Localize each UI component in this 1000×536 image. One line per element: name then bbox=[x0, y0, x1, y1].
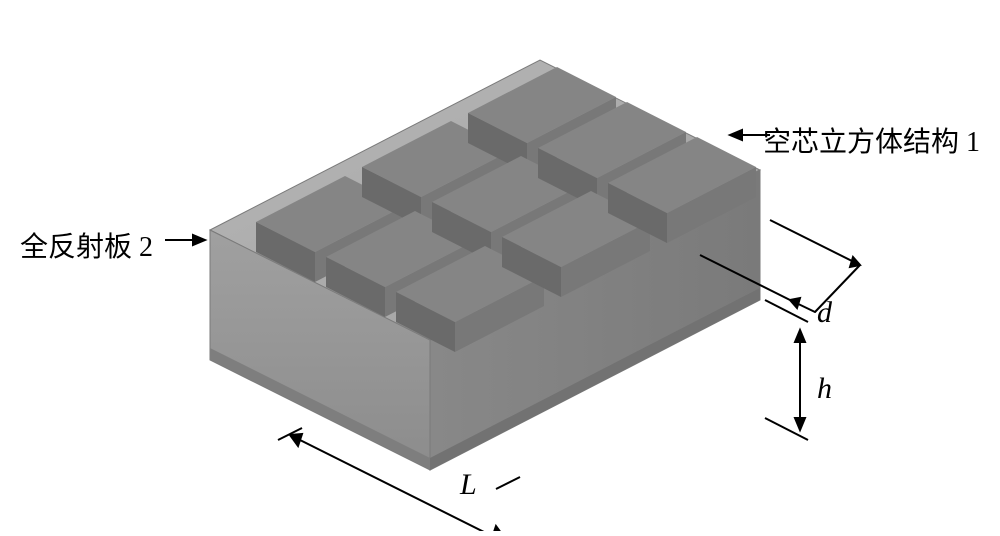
label-reflector-plate: 全反射板 2 bbox=[20, 225, 153, 265]
dimension-h-label: h bbox=[817, 372, 832, 406]
dimension-L-label: L bbox=[460, 468, 477, 502]
label-hollow-cube-structure: 空芯立方体结构 1 bbox=[763, 120, 980, 160]
block-svg bbox=[0, 0, 1000, 531]
diagram-container: 全反射板 2 空芯立方体结构 1 d h L bbox=[0, 0, 1000, 531]
dimension-d-label: d bbox=[817, 296, 832, 330]
